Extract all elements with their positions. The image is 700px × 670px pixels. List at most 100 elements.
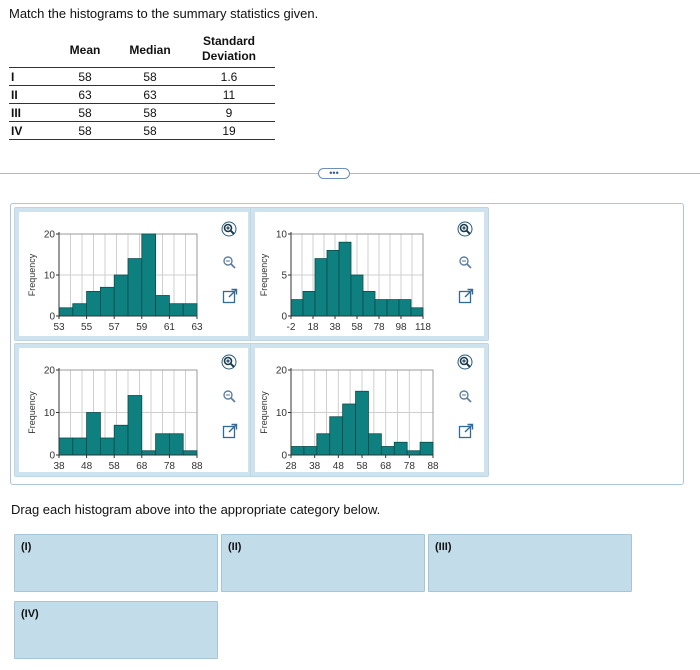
table-row: IV 58 58 19 [9, 121, 275, 140]
histogram-bar [155, 295, 170, 317]
header-median: Median [129, 43, 171, 57]
histogram-bar [168, 303, 184, 317]
histogram-chart-2: 0 5 10 -2 18 38 58 78 98 118 Frequency [259, 230, 431, 334]
histogram-bar [72, 437, 87, 456]
y-tick-label: 5 [281, 271, 287, 282]
summary-statistics-table: Mean Median Standard Deviation I 58 58 1… [9, 34, 275, 140]
table-row: I 58 58 1.6 [9, 67, 275, 86]
y-tick-label: 10 [44, 271, 56, 282]
histogram-bar [374, 299, 388, 317]
zoom-in-icon[interactable] [457, 221, 475, 239]
histogram-bar [113, 274, 129, 317]
histogram-bar [362, 291, 376, 317]
row-label: IV [9, 121, 53, 140]
histogram-card-2[interactable]: 0 5 10 -2 18 38 58 78 98 118 Frequency [250, 207, 489, 341]
histogram-card-1[interactable]: 0 10 20 53 55 57 59 61 63 Frequency [14, 207, 253, 341]
histogram-bar [290, 446, 305, 456]
histogram-bar [326, 250, 340, 317]
histogram-bar [168, 433, 184, 456]
x-tick-label: 58 [356, 461, 368, 472]
header-mean: Mean [69, 43, 101, 57]
zoom-out-icon[interactable] [221, 254, 239, 272]
histogram-bar [141, 233, 157, 317]
histogram-bar [155, 433, 170, 456]
y-tick-label: 20 [44, 366, 56, 377]
histogram-bar [127, 395, 143, 456]
sd-cell: 19 [183, 121, 275, 140]
mean-cell: 63 [53, 85, 117, 104]
x-tick-label: 98 [395, 322, 407, 333]
x-tick-label: 59 [136, 322, 148, 333]
mean-cell: 58 [53, 67, 117, 86]
histogram-card-4[interactable]: 0 10 20 28 38 48 58 68 78 88 Frequency [250, 343, 489, 477]
open-in-new-window-icon[interactable] [457, 422, 475, 440]
histogram-bar [419, 441, 434, 456]
histogram-bar [380, 446, 395, 456]
histogram-bar [72, 303, 87, 317]
section-divider [0, 173, 700, 174]
zoom-out-icon[interactable] [457, 254, 475, 272]
open-in-new-window-icon[interactable] [221, 287, 239, 305]
histogram-bar [410, 307, 424, 317]
x-tick-label: 88 [191, 461, 203, 472]
x-tick-label: 53 [53, 322, 65, 333]
zoom-in-icon[interactable] [457, 354, 475, 372]
histogram-bar [350, 274, 364, 317]
drop-target-label: (II) [228, 541, 242, 553]
histogram-bar [329, 416, 344, 456]
x-tick-label: 38 [329, 322, 341, 333]
histogram-card-3[interactable]: 0 10 20 38 48 58 68 78 88 Frequency [14, 343, 253, 477]
x-tick-label: 48 [333, 461, 345, 472]
x-tick-label: 68 [380, 461, 392, 472]
x-tick-label: 58 [109, 461, 121, 472]
sd-cell: 1.6 [183, 67, 275, 86]
median-cell: 63 [117, 85, 183, 104]
histogram-bar [368, 433, 382, 456]
histogram-bar [406, 450, 421, 456]
histogram-bar [58, 437, 74, 456]
drop-target-3[interactable]: (III) [428, 534, 632, 592]
histogram-bar [86, 291, 101, 317]
histogram-bar [338, 241, 352, 317]
mean-cell: 58 [53, 121, 117, 140]
y-tick-label: 10 [44, 408, 56, 419]
histogram-bar [342, 403, 356, 456]
x-tick-label: 68 [136, 461, 148, 472]
zoom-out-icon[interactable] [457, 388, 475, 406]
histogram-bar [303, 446, 318, 456]
open-in-new-window-icon[interactable] [457, 287, 475, 305]
histogram-bar [393, 441, 408, 456]
x-tick-label: 57 [109, 322, 121, 333]
sd-cell: 11 [183, 85, 275, 104]
drop-target-2[interactable]: (II) [221, 534, 425, 592]
mean-cell: 58 [53, 103, 117, 122]
zoom-out-icon[interactable] [221, 388, 239, 406]
zoom-in-icon[interactable] [221, 354, 239, 372]
open-in-new-window-icon[interactable] [221, 422, 239, 440]
y-axis-label: Frequency [259, 391, 269, 434]
sd-cell: 9 [183, 103, 275, 122]
y-tick-label: 0 [49, 451, 55, 462]
drop-target-1[interactable]: (I) [14, 534, 218, 592]
y-tick-label: 0 [281, 312, 287, 323]
histogram-chart-3: 0 10 20 38 48 58 68 78 88 Frequency [27, 366, 203, 473]
drop-target-4[interactable]: (IV) [14, 601, 218, 659]
x-tick-label: 55 [81, 322, 93, 333]
y-axis-label: Frequency [259, 253, 269, 296]
expand-button[interactable]: ••• [318, 168, 350, 179]
instruction-text: Match the histograms to the summary stat… [9, 6, 319, 21]
drop-target-label: (III) [435, 541, 452, 553]
zoom-in-icon[interactable] [221, 221, 239, 239]
x-tick-label: 18 [307, 322, 319, 333]
histogram-bar [100, 437, 115, 456]
histogram-chart-1: 0 10 20 53 55 57 59 61 63 Frequency [27, 230, 203, 334]
x-tick-label: 28 [285, 461, 297, 472]
median-cell: 58 [117, 67, 183, 86]
histogram-bar [355, 390, 369, 456]
row-label: II [9, 85, 53, 104]
x-tick-label: 38 [53, 461, 65, 472]
x-tick-label: -2 [287, 322, 296, 333]
y-tick-label: 20 [44, 230, 56, 241]
y-axis-label: Frequency [27, 391, 37, 434]
x-tick-label: 88 [427, 461, 439, 472]
